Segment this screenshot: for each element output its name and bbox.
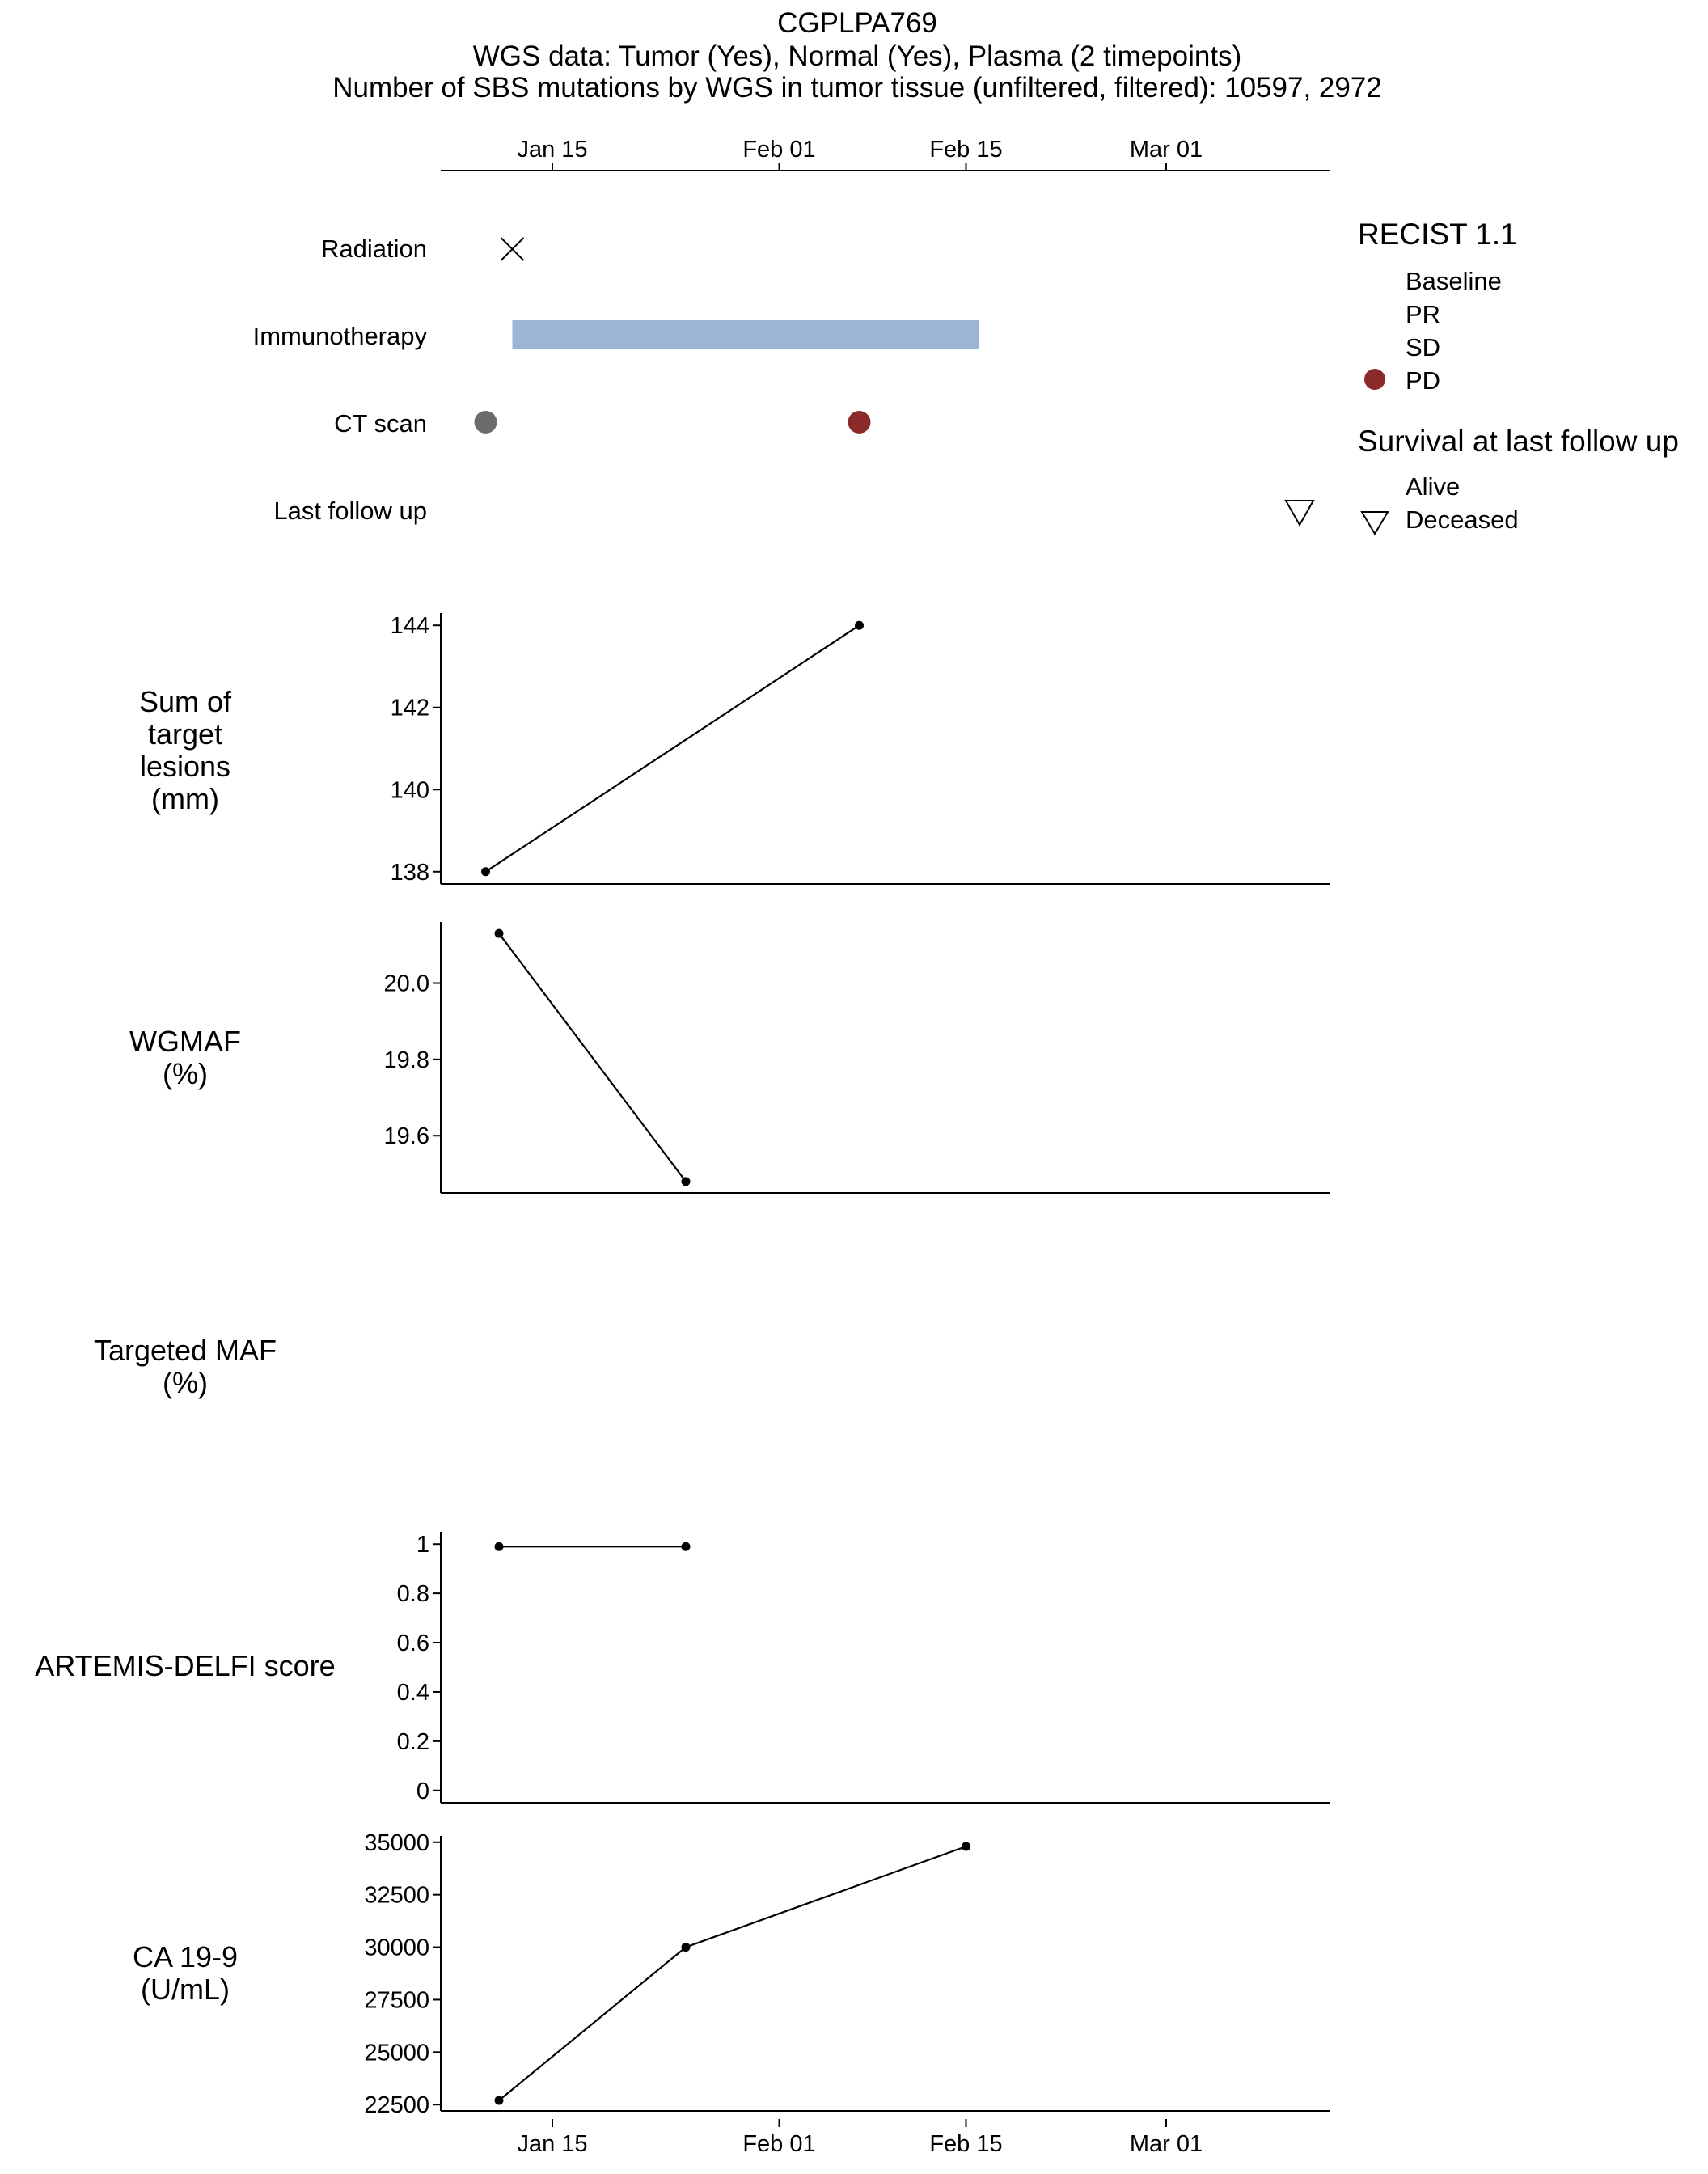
top-date-axis: Jan 15 Feb 01 Feb 15 Mar 01: [441, 137, 1330, 171]
timeline-row-labels: Radiation Immunotherapy CT scan Last fol…: [253, 235, 428, 525]
panel-label-ca199: CA 19-9 (U/mL): [133, 1940, 238, 2006]
panel-ca199: 22500 25000 27500 30000 32500 35000: [364, 1830, 1330, 2118]
panel-label-line: Targeted MAF: [94, 1334, 277, 1367]
data-point: [681, 1943, 691, 1952]
top-axis-tick-label: Mar 01: [1130, 137, 1203, 163]
series-line: [484, 624, 860, 873]
y-tick-label: 27500: [364, 1987, 429, 2013]
legend-item-pd: PD: [1406, 366, 1440, 395]
legend-item-pr: PR: [1406, 300, 1440, 328]
immunotherapy-bar: [512, 320, 979, 349]
panel-label-line: (%): [163, 1366, 208, 1399]
data-point: [494, 2096, 504, 2105]
figure-subtitle: WGS data: Tumor (Yes), Normal (Yes), Pla…: [473, 40, 1242, 72]
row-label-radiation: Radiation: [321, 235, 427, 263]
panel-wgmaf: 19.6 19.8 20.0: [384, 922, 1330, 1194]
panel-label-line: ARTEMIS-DELFI score: [35, 1649, 335, 1682]
y-tick-label: 138: [391, 860, 429, 886]
data-point: [681, 1177, 691, 1186]
panel-label-line: CA 19-9: [133, 1940, 238, 1973]
ct-scan-point: [474, 411, 497, 434]
top-axis-tick-label: Feb 15: [929, 137, 1002, 163]
panel-label-line: WGMAF: [129, 1025, 241, 1058]
series-line: [498, 1845, 966, 2101]
bottom-date-axis: Jan 15 Feb 01 Feb 15 Mar 01: [517, 2119, 1203, 2157]
top-axis-tick-label: Jan 15: [517, 137, 587, 163]
series-line: [498, 933, 687, 1182]
data-point: [494, 1542, 504, 1551]
y-tick-label: 19.6: [384, 1123, 429, 1149]
bottom-axis-tick-label: Feb 01: [742, 2131, 815, 2157]
legend-item-sd: SD: [1406, 333, 1440, 362]
x-stroke: [500, 237, 525, 261]
y-tick-label: 0.8: [397, 1581, 429, 1607]
row-label-ct-scan: CT scan: [334, 409, 427, 438]
figure-subtitle-2: Number of SBS mutations by WGS in tumor …: [332, 72, 1382, 104]
data-point: [681, 1542, 691, 1551]
row-label-immunotherapy: Immunotherapy: [253, 322, 428, 350]
panel-label-line: lesions: [140, 750, 230, 783]
figure-title: CGPLPA769: [777, 7, 937, 39]
row-label-last-follow-up: Last follow up: [273, 497, 427, 525]
ct-scan-point: [848, 411, 871, 434]
panel-label-line: (mm): [151, 782, 219, 815]
panel-label-wgmaf: WGMAF (%): [129, 1025, 241, 1090]
data-point: [481, 867, 490, 877]
y-tick-label: 19.8: [384, 1047, 429, 1073]
panel-label-targeted-maf: Targeted MAF (%): [94, 1334, 277, 1399]
data-point: [962, 1842, 970, 1851]
bottom-axis-tick-label: Feb 15: [929, 2131, 1002, 2157]
panel-artemis-delfi: 0 0.2 0.4 0.6 0.8 1: [397, 1532, 1330, 1804]
y-tick-label: 1: [416, 1532, 429, 1558]
y-tick-label: 0: [416, 1779, 429, 1804]
y-tick-label: 142: [391, 696, 429, 721]
legend-survival-title: Survival at last follow up: [1358, 425, 1679, 458]
y-tick-label: 0.6: [397, 1630, 429, 1656]
panel-label-line: Sum of: [139, 685, 232, 718]
panel-label-line: (U/mL): [141, 1973, 230, 2006]
y-tick-label: 144: [391, 613, 429, 639]
y-tick-label: 25000: [364, 2040, 429, 2066]
panel-label-artemis-delfi: ARTEMIS-DELFI score: [35, 1649, 335, 1682]
panel-label-line: (%): [163, 1057, 208, 1090]
legend: RECIST 1.1 Baseline PR SD PD Survival at…: [1358, 218, 1679, 535]
deceased-triangle-icon: [1284, 500, 1315, 527]
y-tick-label: 0.2: [397, 1729, 429, 1755]
legend-recist-title: RECIST 1.1: [1358, 218, 1517, 251]
panel-label-line: target: [148, 717, 222, 751]
panel-sum-target-lesions: 138 140 142 144: [391, 613, 1330, 886]
y-tick-label: 22500: [364, 2092, 429, 2118]
y-tick-label: 20.0: [384, 971, 429, 996]
y-tick-label: 30000: [364, 1935, 429, 1961]
bottom-axis-tick-label: Jan 15: [517, 2131, 587, 2157]
timeline-marks: [474, 237, 1315, 527]
legend-deceased-icon: [1360, 511, 1389, 535]
legend-item-baseline: Baseline: [1406, 267, 1502, 295]
legend-item-deceased: Deceased: [1406, 505, 1519, 534]
data-point: [855, 620, 864, 630]
top-axis-tick-label: Feb 01: [742, 137, 815, 163]
data-point: [494, 928, 504, 938]
y-tick-label: 32500: [364, 1883, 429, 1909]
legend-item-alive: Alive: [1406, 472, 1460, 501]
bottom-axis-tick-label: Mar 01: [1130, 2131, 1203, 2157]
radiation-x-icon: [500, 237, 525, 261]
panel-label-sum-lesions: Sum of target lesions (mm): [139, 685, 232, 815]
legend-pd-marker: [1364, 369, 1385, 390]
y-tick-label: 0.4: [397, 1680, 429, 1706]
y-tick-label: 140: [391, 777, 429, 803]
y-tick-label: 35000: [364, 1830, 429, 1856]
